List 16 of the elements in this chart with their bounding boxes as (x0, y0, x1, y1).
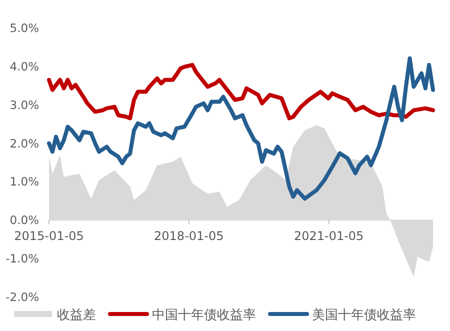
line-series (47, 62, 435, 120)
legend-label: 收益差 (57, 308, 96, 323)
y-tick-label: 4.0% (10, 59, 40, 74)
x-tick-label: 2015-01-05 (14, 229, 84, 244)
legend-label: 美国十年债收益率 (312, 307, 416, 323)
legend-label: 中国十年债收益率 (152, 307, 256, 323)
y-tick-label: 0.0% (10, 213, 40, 228)
x-tick-label: 2021-01-05 (294, 229, 364, 244)
y-tick-label: -2.0% (6, 290, 40, 304)
line-series (47, 56, 435, 201)
y-tick-label: -1.0% (6, 252, 40, 266)
y-tick-label: 3.0% (10, 98, 40, 112)
y-tick-label: 2.0% (10, 136, 40, 150)
y-tick-label: 1.0% (10, 174, 40, 189)
x-tick-label: 2018-01-05 (154, 229, 224, 244)
y-tick-label: 5.0% (10, 21, 40, 35)
